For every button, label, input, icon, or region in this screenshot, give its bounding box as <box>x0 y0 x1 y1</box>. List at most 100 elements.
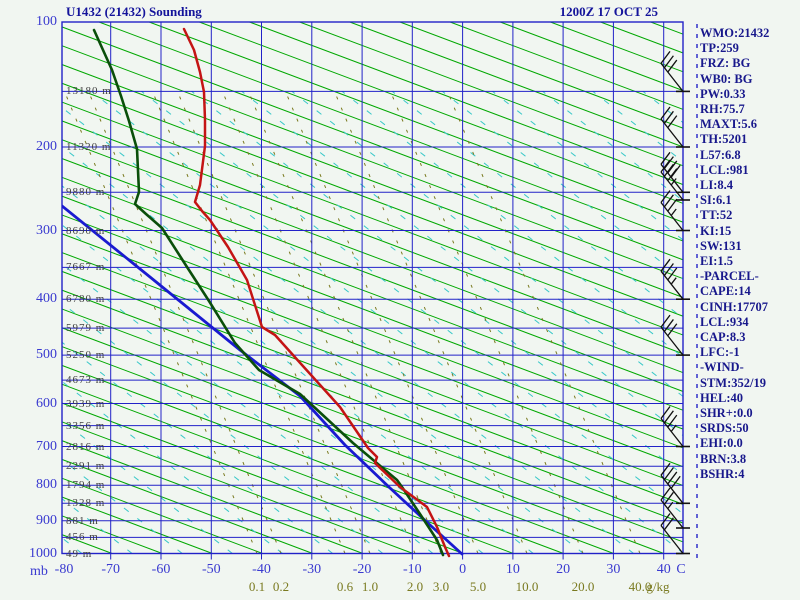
temp-label: -80 <box>54 562 74 577</box>
height-label: 6780 m <box>66 293 106 306</box>
wind-barb-icon <box>660 406 690 448</box>
stat-line: EI:1.5 <box>700 254 733 269</box>
observation-datetime: 1200Z 17 OCT 25 <box>559 4 658 19</box>
height-label: 9880 m <box>66 186 106 199</box>
temp-label: 20 <box>556 562 571 577</box>
stat-line: BSHR:4 <box>700 466 745 481</box>
height-label: 49 m <box>66 547 93 560</box>
height-label: 1328 m <box>66 497 106 510</box>
temp-label: -40 <box>252 562 271 577</box>
pressure-label: 400 <box>36 291 57 307</box>
mixratio-label: 20.0 <box>571 579 595 594</box>
height-label: 4673 m <box>66 374 106 387</box>
stat-line: WMO:21432 <box>700 26 770 40</box>
stat-line: SW:131 <box>700 238 742 253</box>
temp-label: -70 <box>101 562 121 577</box>
height-label: 8690 m <box>66 224 106 237</box>
height-label: 456 m <box>66 531 99 544</box>
mixratio-label: 5.0 <box>469 579 487 594</box>
mixratio-label: 1.0 <box>361 579 379 594</box>
stat-line: HEL:40 <box>700 390 744 405</box>
mixratio-label: 0.6 <box>336 579 354 594</box>
height-label: 7667 m <box>66 261 106 274</box>
wind-barb-icon <box>660 159 690 201</box>
mixratio-label: 3.0 <box>432 579 450 594</box>
temp-label: 10 <box>505 562 520 577</box>
temp-label: -30 <box>302 562 322 577</box>
wind-barb-icon <box>660 487 690 529</box>
wind-barb-icon <box>660 190 690 232</box>
stat-line: TP:259 <box>700 41 739 56</box>
mixratio-label: 40.0 <box>628 579 652 594</box>
temp-label: -60 <box>151 562 171 577</box>
stat-line: WB0: BG <box>700 71 753 86</box>
stat-line: BRN:3.8 <box>700 451 747 466</box>
dry-adiabat-lines <box>62 22 683 554</box>
stat-line: SHR+:0.0 <box>700 406 753 421</box>
height-label: 2816 m <box>66 440 106 453</box>
wind-barb-icon <box>660 462 690 505</box>
stat-line: MAXT:5.6 <box>700 117 758 132</box>
mixratio-label: 2.0 <box>406 579 424 594</box>
pressure-label: 1000 <box>29 545 57 561</box>
page-title: U1432 (21432) Sounding <box>66 4 202 19</box>
stat-line: FRZ: BG <box>700 56 751 71</box>
stats-panel: WMO:21432 TP:259 FRZ: BG WB0: BG PW:0.33 RH:7… <box>700 26 798 482</box>
temp-label: -20 <box>352 562 372 577</box>
stat-line: PW:0.33 <box>700 86 746 101</box>
stat-line: SI:6.1 <box>700 193 732 208</box>
stat-line: LFC:-1 <box>700 345 740 360</box>
stat-line: SRDS:50 <box>700 421 749 436</box>
stat-line: TT:52 <box>700 208 733 223</box>
temp-label: 40 <box>656 562 671 577</box>
height-label: 11320 m <box>66 141 112 153</box>
height-label: 1794 m <box>66 479 106 492</box>
temp-label: -10 <box>402 562 422 577</box>
wind-barb-icon <box>660 513 690 555</box>
dewpoint-trace <box>92 28 445 557</box>
height-label: 13180 m <box>66 85 112 98</box>
pressure-label: 700 <box>36 438 57 454</box>
wind-barb-icon <box>660 314 690 356</box>
pressure-label: 100 <box>36 14 57 29</box>
stat-line: CAP:8.3 <box>700 330 746 345</box>
pressure-label: 500 <box>36 347 57 363</box>
mixratio-label: g/kg <box>646 579 670 594</box>
pressure-unit-label: mb <box>30 564 48 579</box>
stat-line: LCL:934 <box>700 314 749 329</box>
height-label: 3356 m <box>66 419 106 432</box>
sounding-traces <box>62 27 464 558</box>
mixratio-label: 0.1 <box>248 579 266 594</box>
wind-barbs <box>660 51 690 555</box>
pressure-label: 600 <box>36 395 57 411</box>
height-label: 881 m <box>66 514 99 527</box>
height-label: 5979 m <box>66 322 106 335</box>
mixing-ratio-lines <box>63 91 641 554</box>
stat-line: EHI:0.0 <box>700 436 743 451</box>
stat-line: TH:5201 <box>700 132 748 147</box>
wind-barb-icon <box>660 151 690 194</box>
temp-label: -50 <box>201 562 221 577</box>
wind-barb-icon <box>660 51 690 93</box>
mixratio-label: 10.0 <box>515 579 539 594</box>
temperature-trace <box>182 27 451 558</box>
pressure-label: 800 <box>36 477 57 493</box>
pressure-label: 900 <box>36 512 57 528</box>
height-label: 3939 m <box>66 397 106 410</box>
stat-line: -PARCEL- <box>700 269 759 284</box>
stat-line: STM:352/19 <box>700 375 766 390</box>
pressure-label: 200 <box>36 139 57 154</box>
stat-line: L57:6.8 <box>700 147 741 162</box>
stat-line: LI:8.4 <box>700 178 733 193</box>
stat-line: LCL:981 <box>700 162 749 177</box>
stat-line: CINH:17707 <box>700 299 769 314</box>
wind-barb-icon <box>660 106 690 148</box>
pressure-label: 300 <box>36 222 57 238</box>
height-label: 2291 m <box>66 460 106 473</box>
mixratio-label: 0.2 <box>272 579 290 594</box>
stat-line: RH:75.7 <box>700 102 745 117</box>
height-label: 5250 m <box>66 349 106 362</box>
temp-label: 30 <box>606 562 621 577</box>
